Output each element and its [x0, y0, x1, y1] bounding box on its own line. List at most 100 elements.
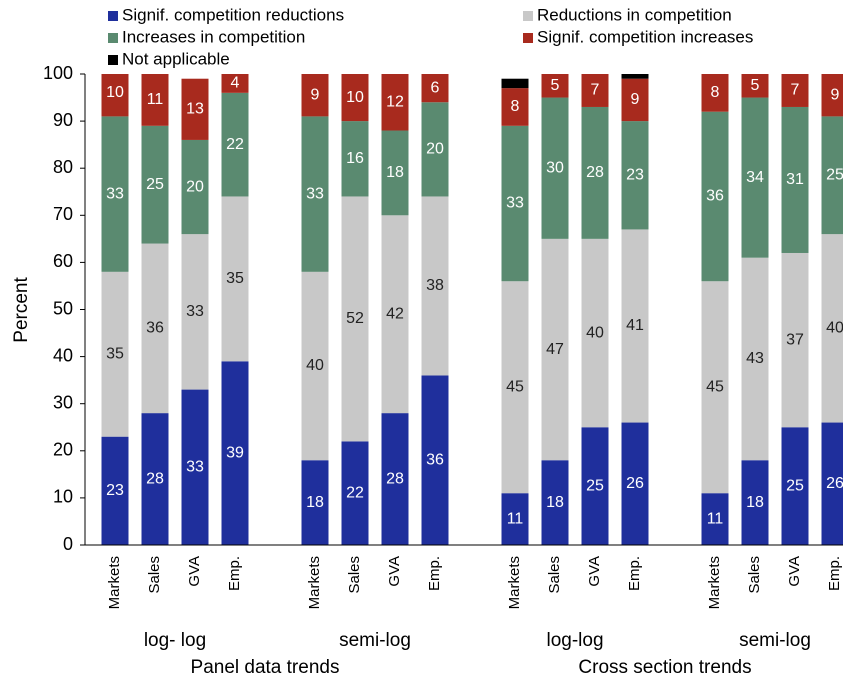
bar-segment: [821, 74, 843, 117]
data-label: 33: [186, 459, 204, 476]
bar-segment: [101, 74, 129, 117]
bar-segment: [781, 427, 809, 545]
data-label: 18: [386, 164, 404, 181]
super-group-label: Panel data trends: [191, 657, 340, 678]
data-label: 45: [706, 378, 724, 395]
data-label: 9: [631, 91, 640, 108]
bar-segment: [701, 493, 729, 545]
data-label: 39: [226, 444, 244, 461]
legend-swatch: [523, 11, 533, 21]
data-label: 22: [346, 484, 364, 501]
group-label: semi-log: [339, 630, 411, 651]
y-tick-label: 30: [53, 392, 73, 412]
data-label: 25: [786, 477, 804, 494]
bar-segment: [821, 234, 843, 423]
legend-label: Not applicable: [122, 49, 230, 68]
bar-segment: [541, 460, 569, 545]
data-label: 26: [826, 475, 843, 492]
data-label: 12: [386, 93, 404, 110]
bar-segment: [141, 125, 169, 244]
data-label: 40: [826, 320, 843, 337]
data-label: 7: [791, 82, 800, 99]
bar-segment: [541, 74, 569, 98]
y-tick-label: 10: [53, 487, 73, 507]
bar-segment: [781, 74, 809, 107]
data-label: 5: [551, 77, 560, 94]
x-tick-label: Markets: [706, 556, 723, 609]
data-label: 18: [746, 494, 764, 511]
bar-segment: [381, 413, 409, 545]
bar-segment: [821, 116, 843, 235]
bar-segment: [381, 215, 409, 414]
bar-segment: [381, 130, 409, 216]
data-label: 11: [507, 510, 524, 527]
data-label: 35: [106, 345, 124, 362]
data-label: 31: [786, 171, 804, 188]
data-label: 6: [431, 79, 440, 96]
data-label: 36: [706, 188, 724, 205]
data-label: 25: [826, 166, 843, 183]
data-label: 34: [746, 169, 764, 186]
bar-segment: [301, 116, 329, 272]
bar-segment: [501, 78, 529, 89]
bar-segment: [582, 69, 609, 74]
data-label: 37: [786, 331, 804, 348]
y-tick-label: 0: [63, 534, 73, 554]
bar-segment: [341, 196, 369, 442]
data-label: 7: [591, 82, 600, 99]
bar-segment: [381, 74, 409, 131]
data-label: 25: [146, 176, 164, 193]
x-tick-label: GVA: [586, 556, 603, 587]
y-tick-label: 80: [53, 157, 73, 177]
bar-segment: [741, 97, 769, 258]
x-tick-label: GVA: [786, 556, 803, 587]
bar-segment: [421, 102, 449, 197]
bar-segment: [581, 427, 609, 545]
y-tick-label: 70: [53, 204, 73, 224]
legend-swatch: [108, 55, 118, 65]
data-label: 13: [186, 101, 204, 118]
bar-segment: [621, 229, 649, 423]
x-tick-label: Emp.: [226, 556, 243, 591]
data-label: 35: [226, 270, 244, 287]
bar-segment: [741, 257, 769, 461]
bar-segment: [621, 121, 649, 230]
bar-segment: [221, 361, 249, 545]
bar-segment: [701, 74, 729, 112]
data-label: 5: [751, 77, 760, 94]
bar-segment: [501, 125, 529, 282]
x-tick-label: Emp.: [426, 556, 443, 591]
x-tick-label: GVA: [186, 556, 203, 587]
data-label: 26: [626, 475, 644, 492]
y-tick-label: 60: [53, 251, 73, 271]
data-label: 33: [506, 195, 524, 212]
data-label: 8: [511, 98, 520, 115]
legend-label: Signif. competition reductions: [122, 5, 344, 24]
data-label: 52: [346, 310, 364, 327]
data-label: 9: [831, 86, 840, 103]
data-label: 18: [546, 494, 564, 511]
x-tick-label: Emp.: [826, 556, 843, 591]
bar-segment: [301, 271, 329, 461]
data-label: 33: [186, 303, 204, 320]
bar-segment: [741, 74, 769, 98]
bar-segment: [141, 74, 169, 126]
data-label: 9: [311, 86, 320, 103]
bar-segment: [341, 121, 369, 197]
bar-segment: [541, 97, 569, 239]
bar-segment: [781, 106, 809, 253]
bar-segment: [702, 69, 729, 74]
data-label: 30: [546, 159, 564, 176]
bar-segment: [141, 413, 169, 545]
x-tick-label: Sales: [146, 556, 163, 594]
bar-segment: [341, 74, 369, 122]
bar-segment: [221, 196, 249, 362]
group-label: log-log: [546, 630, 603, 651]
data-label: 23: [106, 482, 124, 499]
data-label: 10: [346, 89, 364, 106]
data-label: 18: [306, 494, 324, 511]
bar-segment: [581, 106, 609, 239]
bar-segment: [221, 74, 249, 93]
bar-segment: [221, 92, 249, 197]
